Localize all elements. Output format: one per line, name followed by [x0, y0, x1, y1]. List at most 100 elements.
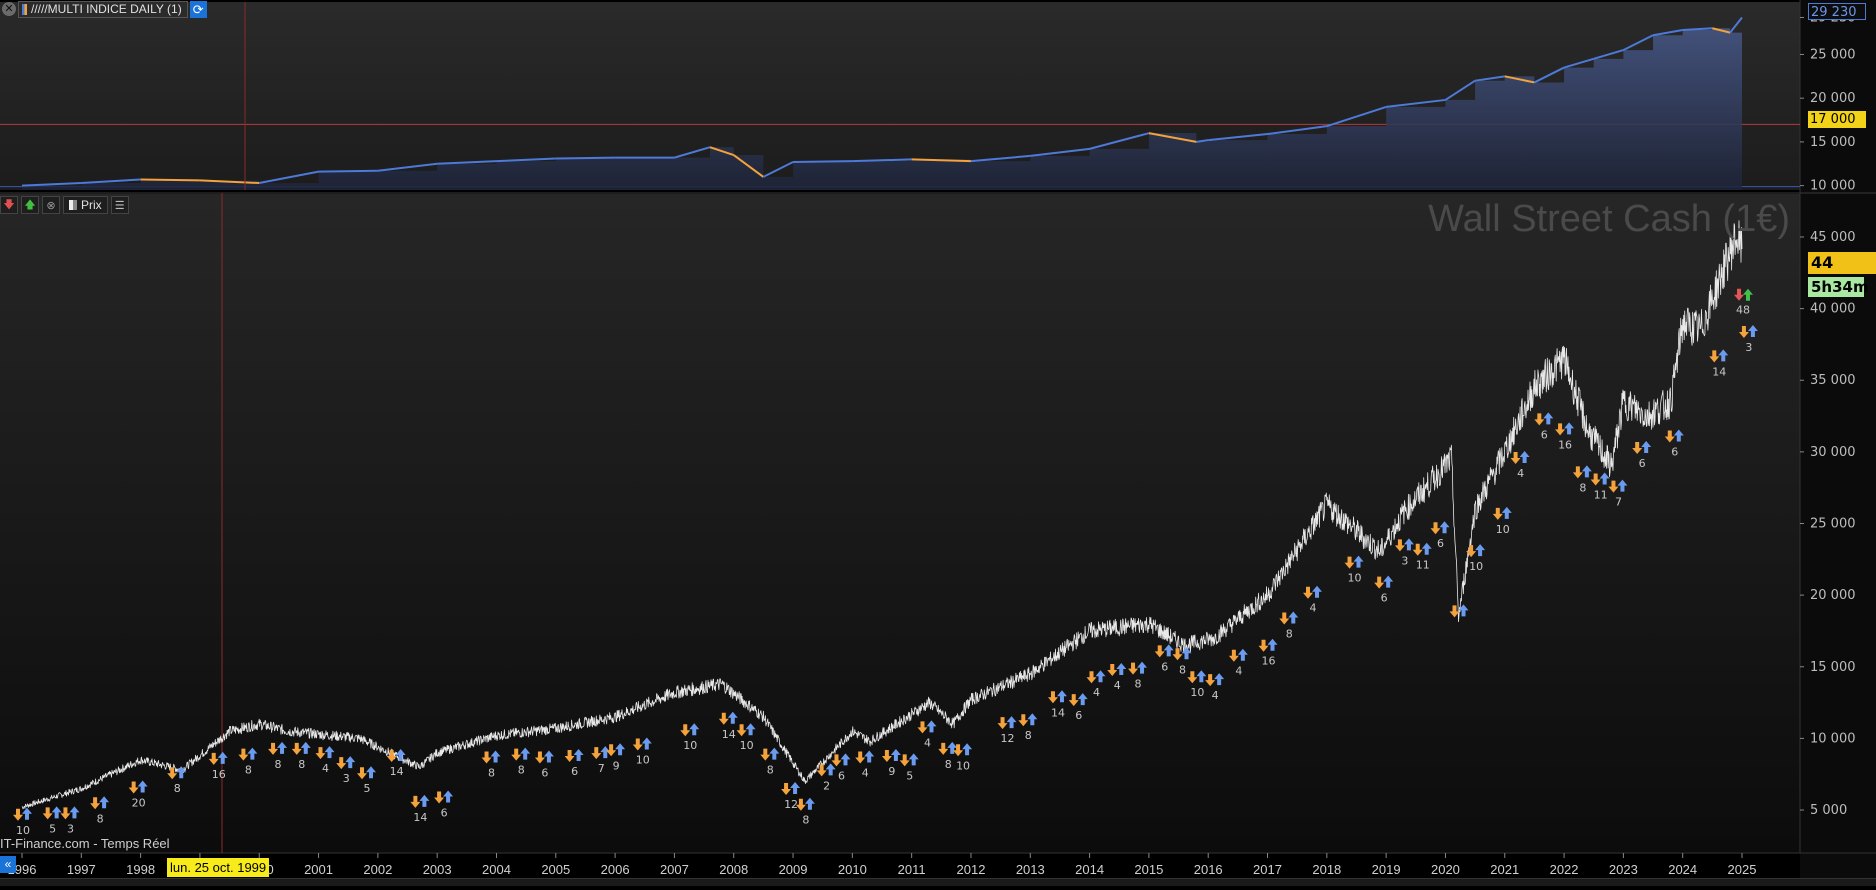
buy-arrow-icon [543, 750, 554, 763]
main-panel-background [0, 194, 1800, 853]
signal-count-label: 10 [1348, 572, 1362, 585]
signal-count-label: 16 [1558, 438, 1572, 451]
sell-arrow-icon [357, 767, 367, 780]
x-tick-label: 2002 [363, 862, 392, 877]
top-series-segment [1622, 34, 1654, 51]
signal-count-label: 8 [298, 758, 305, 771]
sell-arrow-icon [564, 750, 575, 763]
signal-count-label: 10 [740, 739, 754, 752]
sell-arrow-icon [1608, 480, 1619, 493]
x-tick-label: 2011 [898, 862, 926, 877]
top-series-segment [1386, 98, 1446, 108]
sell-arrow-icon [1590, 473, 1601, 486]
sell-arrow-icon [816, 764, 827, 777]
sell-arrow-icon [632, 738, 643, 751]
sell-arrow-icon [90, 797, 101, 810]
buy-arrow-icon [277, 741, 288, 754]
sell-arrow-toggle-icon[interactable]: 🡇 [0, 196, 18, 214]
sell-arrow-icon [1205, 674, 1216, 687]
sell-arrow-icon [938, 742, 949, 755]
top-series-segment [437, 160, 497, 165]
main-y-tick-label: 30 000 [1810, 445, 1856, 460]
sell-arrow-icon [386, 750, 397, 763]
close-icon[interactable]: ✕ [2, 2, 16, 16]
signal-count-label: 10 [636, 754, 650, 767]
buy-arrow-icon [1196, 670, 1207, 683]
sell-arrow-icon [1510, 452, 1521, 465]
sell-arrow-icon [917, 721, 928, 734]
sell-arrow-icon [238, 748, 249, 761]
sell-arrow-icon [1430, 522, 1441, 535]
signal-count-label: 6 [571, 765, 578, 778]
signal-count-label: 7 [1615, 496, 1622, 509]
sell-arrow-icon [1154, 645, 1165, 658]
price-axis-background [1800, 0, 1876, 885]
list-icon[interactable]: ☰ [110, 196, 129, 214]
signal-count-label: 4 [1114, 679, 1121, 692]
signal-count-label: 10 [1190, 686, 1204, 699]
x-tick-label: 1997 [67, 862, 96, 877]
x-tick-label: 2017 [1253, 862, 1282, 877]
buy-arrow-icon [395, 749, 406, 762]
main-chart-title: Wall Street Cash (1€) [1428, 198, 1790, 240]
signal-count-label: 16 [1262, 655, 1276, 668]
top-series-segment [674, 146, 711, 159]
price-toolbar: 🡇 🡅 ⊗ Prix ☰ [0, 196, 129, 214]
x-tick-label: 2010 [838, 862, 867, 877]
buy-arrow-icon [962, 743, 973, 756]
buy-arrow-icon [520, 747, 531, 760]
signal-count-label: 4 [924, 736, 931, 749]
sell-arrow-icon [1572, 466, 1583, 479]
buy-arrow-icon [1519, 451, 1530, 464]
signal-count-label: 2 [823, 779, 830, 792]
buy-arrow-icon [573, 749, 584, 762]
buy-arrow-icon [1458, 604, 1469, 617]
signal-count-label: 6 [1381, 592, 1388, 605]
last-price-badge: 44 161,9 [1808, 252, 1876, 294]
buy-arrow-icon [1501, 506, 1512, 519]
prix-button[interactable]: Prix [63, 196, 108, 214]
scroll-left-icon[interactable]: « [0, 856, 16, 873]
buy-arrow-icon [641, 737, 652, 750]
top-series-segment [1593, 49, 1624, 60]
signal-count-label: 8 [97, 812, 104, 825]
top-series-segment [733, 154, 764, 178]
top-y-tick-label: 10 000 [1810, 179, 1856, 194]
x-tick-label: 2019 [1372, 862, 1401, 877]
sell-arrow-icon [760, 748, 771, 761]
indicator-color-swatch [22, 3, 27, 15]
main-y-tick-label: 45 000 [1810, 230, 1856, 245]
top-series-segment [1267, 125, 1327, 136]
signal-count-label: 8 [802, 814, 809, 827]
buy-arrow-icon [99, 796, 110, 809]
sell-arrow-icon [997, 717, 1008, 730]
top-series-segment [970, 154, 1031, 163]
buy-arrow-toggle-icon[interactable]: 🡅 [21, 196, 39, 214]
indicator-title-button[interactable]: /////MULTI INDICE DAILY (1) [18, 0, 188, 18]
signal-count-label: 6 [838, 769, 845, 782]
main-y-tick-label: 25 000 [1810, 517, 1856, 532]
buy-arrow-icon [1288, 611, 1299, 624]
close-panel-icon[interactable]: ⊗ [42, 196, 60, 214]
sell-arrow-icon [899, 754, 910, 767]
signal-count-label: 10 [1496, 523, 1510, 536]
signal-count-label: 4 [322, 762, 329, 775]
refresh-icon[interactable]: ⟳ [189, 0, 207, 18]
buy-arrow-icon [825, 763, 836, 776]
signal-count-label: 11 [1416, 559, 1430, 572]
buy-arrow-icon [217, 751, 228, 764]
signal-count-label: 8 [1579, 481, 1586, 494]
price-series-line [21, 220, 1743, 810]
buy-arrow-icon [1163, 644, 1174, 657]
signal-count-label: 8 [488, 766, 495, 779]
sell-arrow-icon [606, 744, 617, 757]
signal-count-label: 4 [1093, 686, 1100, 699]
signal-count-label: 6 [441, 807, 448, 820]
buy-arrow-icon [1077, 693, 1088, 706]
main-y-tick-label: 15 000 [1810, 660, 1856, 675]
x-tick-label: 2020 [1431, 862, 1460, 877]
top-series-segment [1208, 133, 1268, 142]
sell-arrow-icon [795, 798, 806, 811]
sell-arrow-icon [1303, 586, 1313, 599]
top-series-segment [1563, 57, 1595, 69]
